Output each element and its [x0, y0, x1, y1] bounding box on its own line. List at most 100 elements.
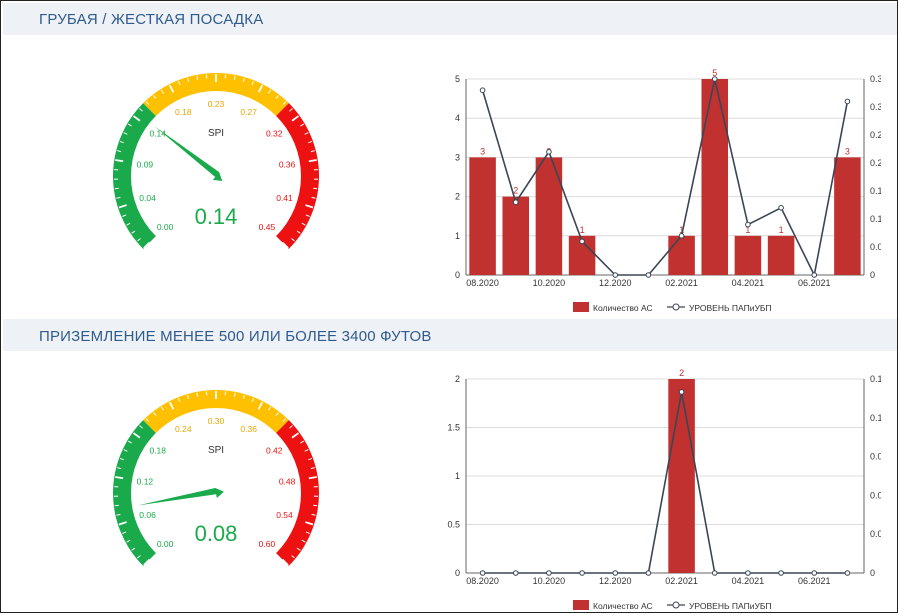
line-point: [844, 98, 851, 105]
legend-swatch-point: [672, 303, 680, 311]
gauge-tick: [118, 521, 127, 526]
bar-data-label: 5: [712, 68, 717, 78]
y-left-tick-label: 2: [455, 192, 460, 202]
gauge-tick: [257, 401, 264, 410]
bar-data-label: 3: [845, 146, 850, 156]
gauge-tick: [127, 123, 132, 127]
gauge-tick: [301, 539, 306, 543]
gauge-tick-label: 0.54: [276, 510, 293, 520]
gauge-tick: [291, 432, 300, 439]
gauge-value: 0.08: [195, 521, 238, 546]
y-left-tick-label: 5: [455, 74, 460, 84]
gauge-tick: [301, 222, 306, 226]
gauge-tick: [116, 513, 121, 516]
gauge-tick: [291, 555, 295, 559]
gauge-tick: [308, 140, 313, 144]
line-point: [546, 149, 552, 155]
legend-swatch-bar: [573, 600, 589, 610]
bar: [469, 157, 496, 275]
bar: [502, 196, 530, 275]
gauge-tick: [296, 230, 301, 234]
line-point: [745, 221, 751, 228]
y-right-tick-label: 0: [870, 270, 875, 280]
y-left-tick-label: 2: [455, 374, 460, 384]
gauge-tick: [137, 555, 141, 559]
gauge-tick: [122, 214, 127, 217]
gauge-tick-label: 0.36: [240, 424, 257, 434]
gauge-tick-label: 0.30: [208, 416, 225, 426]
section-title: ГРУБАЯ / ЖЕСТКАЯ ПОСАДКА: [39, 11, 264, 28]
gauge-tick: [137, 238, 141, 242]
gauge-tick: [233, 392, 236, 397]
gauge-tick: [275, 412, 279, 416]
gauge-value: 0.14: [195, 204, 238, 229]
gauge-tick: [115, 476, 124, 480]
gauge-tick: [145, 101, 150, 105]
y-left-tick-label: 1: [455, 471, 460, 481]
gauge-tick: [251, 397, 255, 403]
line-point: [711, 76, 718, 82]
line-point: [778, 570, 784, 576]
gauge-tick: [187, 77, 190, 83]
gauge-tick: [196, 392, 199, 397]
gauge-tick: [305, 521, 314, 526]
gauge-tick-label: 0.00: [157, 539, 174, 549]
x-tick-label: 08.2020: [466, 278, 499, 288]
gauge-tick: [132, 432, 141, 439]
line-point: [811, 272, 818, 278]
bar-data-label: 2: [513, 186, 518, 196]
gauge-tick: [268, 89, 272, 94]
gauge-tick-label: 0.09: [137, 160, 154, 170]
gauge-label: SPI: [208, 445, 224, 456]
gauge-tick: [145, 418, 150, 422]
gauge-needle: [137, 488, 224, 506]
bar: [834, 157, 861, 275]
line-point: [579, 570, 585, 576]
line-point: [612, 570, 619, 576]
gauge-tick: [177, 80, 181, 86]
line-series: [481, 78, 849, 278]
y-right-tick-label: 0.3: [870, 102, 881, 112]
gauge-tick: [313, 504, 318, 507]
gauge-tick: [308, 159, 317, 163]
gauge-tick-label: 0.48: [279, 477, 296, 487]
gauge-tick: [119, 457, 124, 461]
y-left-tick-label: 4: [455, 113, 460, 123]
line-point: [579, 238, 585, 245]
line-point: [546, 570, 552, 576]
bar-data-label: 1: [745, 225, 750, 235]
x-tick-label: 10.2020: [533, 576, 566, 586]
legend-label-bar: Количество АС: [593, 303, 653, 313]
gauge-tick: [117, 467, 122, 470]
gauge-tick: [289, 425, 293, 429]
bar-data-label: 3: [480, 146, 485, 156]
section-header-landing-distance: ПРИЗЕМЛЕНИЕ МЕНЕЕ 500 ИЛИ БОЛЕЕ 3400 ФУТ…: [3, 319, 897, 351]
gauge-tick: [300, 123, 305, 127]
gauge-zone-2: [276, 103, 319, 249]
gauge-zone-0: [113, 420, 156, 566]
gauge-tick: [282, 418, 287, 422]
gauge-tick: [123, 132, 128, 135]
gauge-tick-label: 0.24: [175, 424, 192, 434]
gauge-tick: [153, 412, 157, 416]
bar-data-label: 1: [580, 225, 585, 235]
gauge-tick-label: 0.42: [266, 446, 283, 456]
y-left-tick-label: 0: [455, 270, 460, 280]
gauge-tick: [296, 547, 301, 551]
gauge-tick: [268, 406, 272, 411]
line-point: [678, 233, 685, 239]
x-tick-label: 04.2021: [732, 576, 765, 586]
gauge-tick: [281, 558, 289, 566]
gauge-tick-label: 0.04: [139, 193, 156, 203]
line-series: [482, 391, 848, 574]
line-point: [645, 272, 652, 278]
bar-data-label: 1: [679, 225, 684, 235]
gauge-tick: [177, 397, 181, 403]
section-header-hard-landing: ГРУБАЯ / ЖЕСТКАЯ ПОСАДКА: [3, 3, 897, 35]
gauge-tick: [291, 238, 295, 242]
y-right-tick-label: 0.15: [870, 374, 881, 384]
combo-chart-hard-landing: 0 1 2 3 4 5 0 0.05 0.1 0.15 0.2 0.25 0.3 0.35 08.2020 1…: [455, 68, 881, 313]
line-point: [811, 570, 818, 576]
gauge-tick: [308, 457, 313, 461]
gauge-tick: [117, 150, 122, 153]
